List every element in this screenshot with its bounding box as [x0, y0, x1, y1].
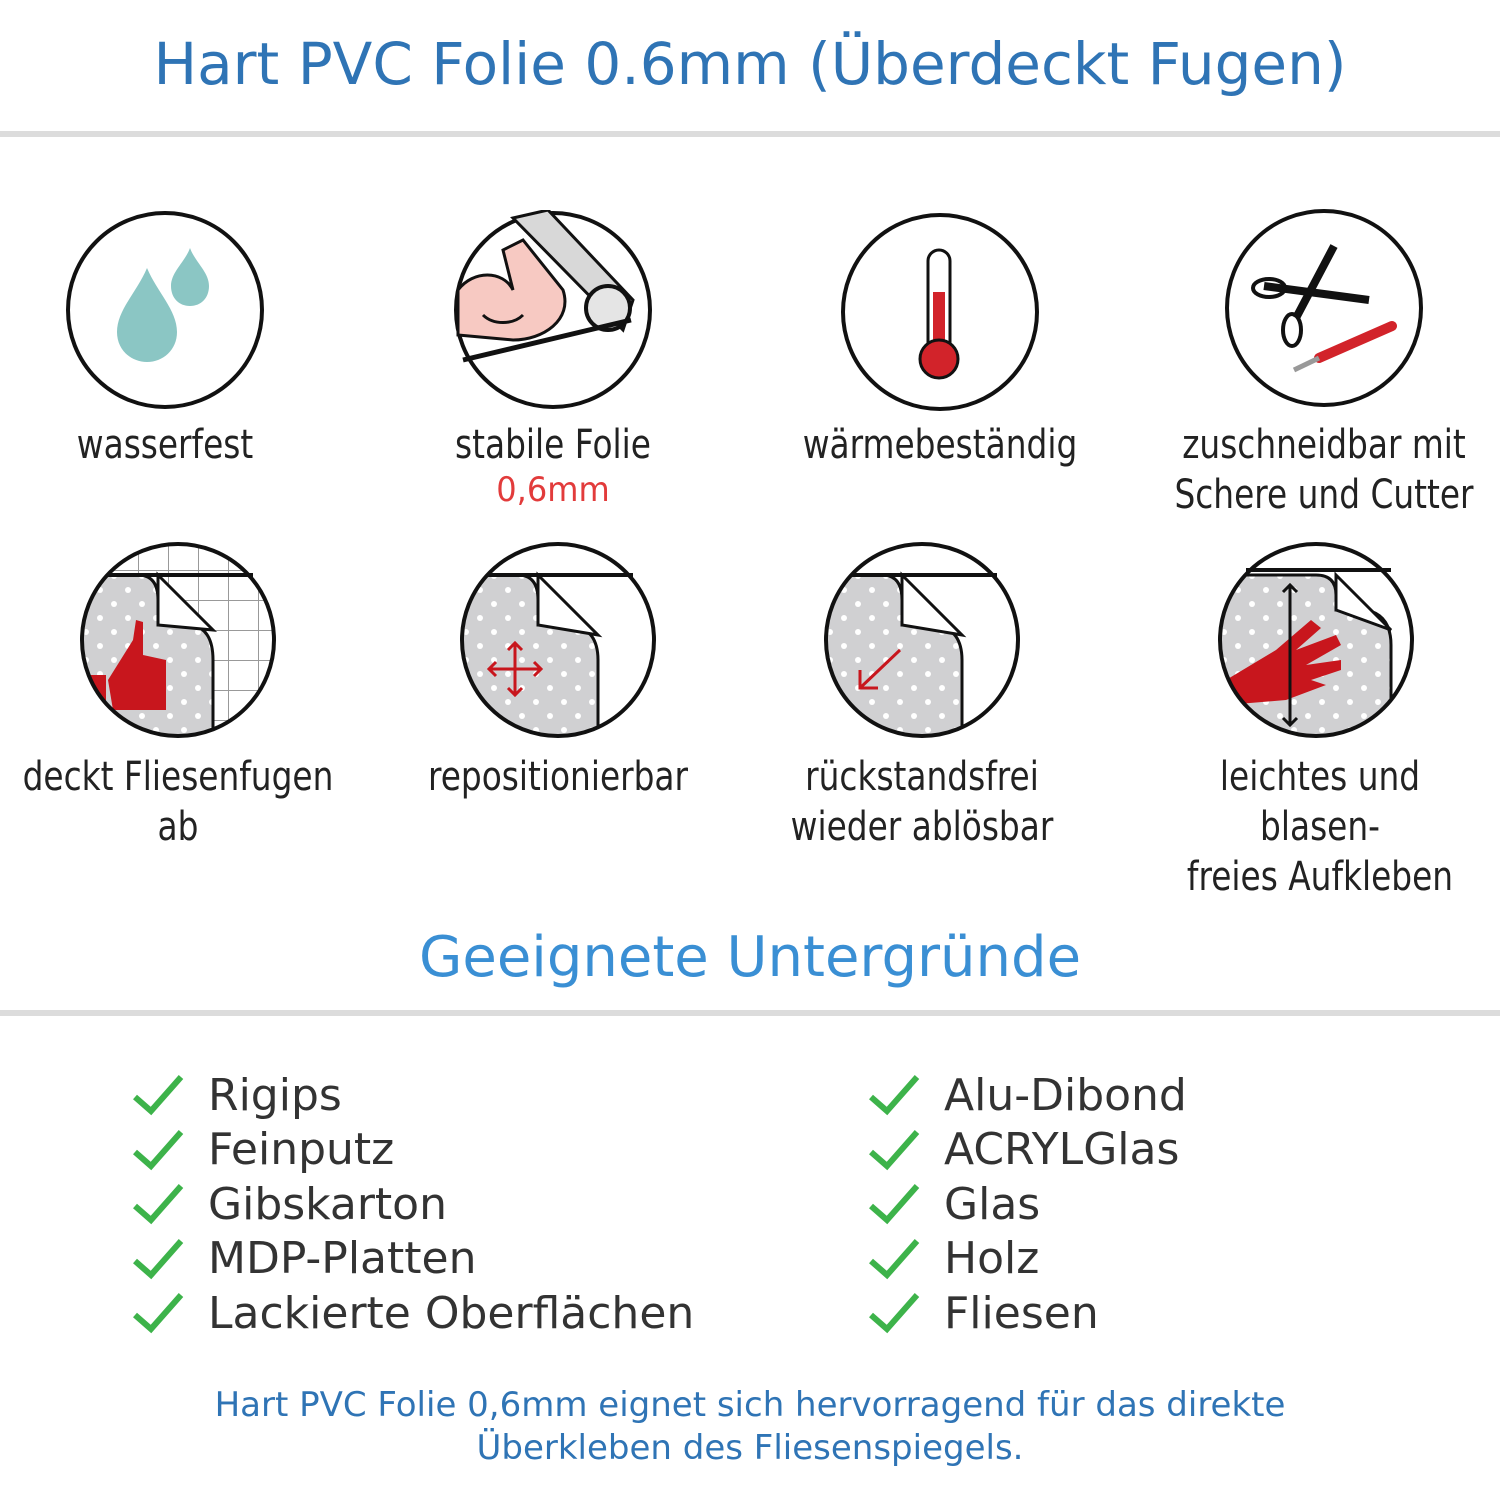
- surface-label: Feinputz: [208, 1124, 395, 1176]
- scissors-cutter-icon: [1225, 209, 1423, 407]
- surfaces-list-left: Rigips Feinputz Gibskarton MDP-Platten Lacki…: [132, 1068, 694, 1341]
- checkmark-icon: [869, 1238, 920, 1279]
- surface-item: Glas: [868, 1177, 1187, 1232]
- feature-label-repositionable: repositionierbar: [427, 754, 689, 800]
- thumbs-up-tiles-icon: [80, 542, 276, 738]
- checkmark-icon: [869, 1075, 920, 1116]
- feature-label-stable: stabile Folie 0,6mm: [389, 420, 717, 510]
- surface-item: Alu-Dibond: [868, 1068, 1187, 1123]
- checkmark-icon: [133, 1184, 184, 1225]
- surface-item: ACRYLGlas: [868, 1123, 1187, 1178]
- footer-line: Überkleben des Fliesenspiegels.: [476, 1428, 1024, 1468]
- section-title: Geeignete Untergründe: [418, 925, 1082, 990]
- feature-label-removable: rückstandsfrei wieder ablösbar: [758, 752, 1086, 852]
- surface-label: Lackierte Oberflächen: [208, 1287, 695, 1339]
- checkmark-icon: [869, 1129, 920, 1170]
- feature-label-text: stabile Folie: [455, 422, 651, 468]
- checkmark-icon: [133, 1238, 184, 1279]
- footer-line: Hart PVC Folie 0,6mm eignet sich hervorr…: [214, 1385, 1286, 1425]
- feature-label-easy-apply: leichtes und blasen- freies Aufkleben: [1156, 752, 1484, 902]
- checkmark-icon: [133, 1075, 184, 1116]
- surface-item: Rigips: [132, 1068, 694, 1123]
- checkmark-icon: [133, 1293, 184, 1334]
- surface-item: MDP-Platten: [132, 1232, 694, 1287]
- feature-label-heat: wärmebeständig: [802, 422, 1078, 468]
- surface-item: Lackierte Oberflächen: [132, 1286, 694, 1341]
- surface-label: Alu-Dibond: [944, 1069, 1187, 1121]
- surface-item: Gibskarton: [132, 1177, 694, 1232]
- thermometer-icon: [841, 213, 1039, 411]
- feature-label-covers-joints: deckt Fliesenfugen ab: [22, 754, 334, 850]
- strong-arm-icon: [454, 210, 652, 409]
- label-line: freies Aufkleben: [1186, 854, 1454, 900]
- surfaces-list-right: Alu-Dibond ACRYLGlas Glas Holz Fliesen: [868, 1068, 1187, 1341]
- move-arrows-icon: [460, 542, 656, 738]
- surface-item: Fliesen: [868, 1286, 1187, 1341]
- label-line: Schere und Cutter: [1174, 472, 1474, 518]
- surface-label: Rigips: [208, 1069, 342, 1121]
- feature-label-waterproof: wasserfest: [76, 422, 254, 468]
- footer-text: Hart PVC Folie 0,6mm eignet sich hervorr…: [0, 1384, 1500, 1470]
- divider: [0, 131, 1500, 137]
- label-line: rückstandsfrei: [805, 754, 1039, 800]
- surface-label: Gibskarton: [208, 1178, 447, 1230]
- page-title: Hart PVC Folie 0.6mm (Überdeckt Fugen): [153, 30, 1347, 98]
- surface-label: ACRYLGlas: [944, 1124, 1180, 1176]
- checkmark-icon: [133, 1129, 184, 1170]
- surface-item: Holz: [868, 1232, 1187, 1287]
- water-drops-icon: [66, 211, 264, 409]
- label-line: wieder ablösbar: [790, 804, 1054, 850]
- peel-arrow-icon: [824, 542, 1020, 738]
- feature-label-cut: zuschneidbar mit Schere und Cutter: [1160, 420, 1488, 520]
- surface-label: Holz: [944, 1233, 1040, 1285]
- label-line: zuschneidbar mit: [1182, 422, 1466, 468]
- thickness-value: 0,6mm: [496, 470, 610, 510]
- surface-label: Fliesen: [944, 1287, 1099, 1339]
- surface-label: Glas: [944, 1178, 1041, 1230]
- checkmark-icon: [869, 1184, 920, 1225]
- label-line: leichtes und blasen-: [1219, 754, 1421, 850]
- surface-label: MDP-Platten: [208, 1233, 477, 1285]
- divider: [0, 1010, 1500, 1016]
- surface-item: Feinputz: [132, 1123, 694, 1178]
- checkmark-icon: [869, 1293, 920, 1334]
- hand-smooth-icon: [1218, 542, 1414, 738]
